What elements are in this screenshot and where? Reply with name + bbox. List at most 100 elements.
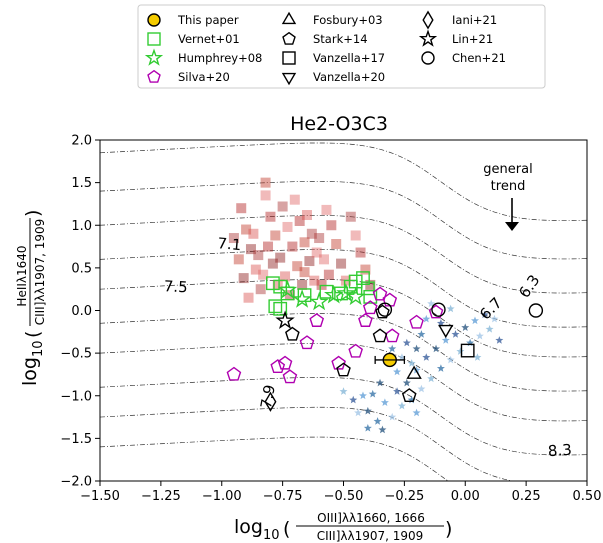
model-grid-point bbox=[480, 310, 489, 319]
model-grid-point bbox=[323, 269, 334, 280]
model-grid-point bbox=[446, 304, 455, 313]
contour-label: 7.5 bbox=[163, 277, 188, 296]
contour-line bbox=[100, 377, 587, 456]
contour-label: 8.3 bbox=[547, 441, 572, 461]
legend-marker bbox=[147, 69, 161, 83]
data-point-silva-20 bbox=[348, 343, 363, 358]
model-grid-point bbox=[250, 264, 261, 275]
data-point-humphrey-08 bbox=[336, 283, 356, 302]
legend-marker bbox=[421, 51, 435, 65]
model-grid-point bbox=[436, 364, 445, 372]
model-grid-point bbox=[260, 190, 271, 201]
model-grid-point bbox=[456, 347, 465, 355]
model-grid-point bbox=[297, 279, 308, 290]
model-grid-point bbox=[402, 338, 411, 347]
model-grid-point bbox=[485, 325, 494, 333]
data-point-vernet-01 bbox=[297, 288, 312, 303]
legend-item: Vernet+01 bbox=[147, 32, 240, 46]
data-markers bbox=[226, 271, 544, 412]
x-label-paren-open: ( bbox=[283, 518, 290, 540]
legend-label: This paper bbox=[177, 13, 239, 27]
model-grid-point bbox=[248, 228, 259, 239]
legend-item: Vanzella+17 bbox=[282, 51, 385, 65]
model-grid-point bbox=[277, 201, 288, 212]
x-axis-label-prefix: log10 bbox=[234, 516, 280, 543]
model-grid-point bbox=[306, 228, 317, 239]
model-grid-point bbox=[326, 220, 337, 231]
contour-line bbox=[100, 249, 587, 328]
model-grid-point bbox=[253, 250, 264, 261]
legend-marker bbox=[282, 31, 296, 45]
data-point-vernet-01 bbox=[268, 299, 283, 314]
contour-line bbox=[100, 436, 449, 481]
x-tick-label: −1.25 bbox=[141, 489, 181, 504]
model-grid-point bbox=[422, 314, 431, 323]
data-point-silva-20 bbox=[384, 328, 400, 343]
data-point-silva-20 bbox=[362, 300, 378, 315]
trend-arrow-head bbox=[505, 222, 519, 231]
model-grid-point bbox=[263, 241, 274, 252]
model-grid-point bbox=[427, 374, 436, 383]
legend-item: Humphrey+08 bbox=[144, 48, 262, 66]
model-grid-point bbox=[350, 230, 361, 241]
model-grid-point bbox=[388, 344, 397, 353]
data-point-stark-14 bbox=[372, 328, 388, 343]
legend-marker bbox=[147, 32, 161, 46]
model-grid-point bbox=[301, 210, 312, 221]
model-grid-point bbox=[412, 344, 421, 353]
model-grid-point bbox=[243, 292, 254, 303]
data-point-silva-20 bbox=[277, 355, 293, 370]
model-grid-point bbox=[275, 252, 286, 263]
data-point-silva-20 bbox=[282, 369, 298, 384]
model-grid-red bbox=[228, 177, 376, 303]
legend-item: Stark+14 bbox=[282, 31, 368, 46]
y-tick-label: 1.0 bbox=[71, 219, 92, 234]
model-grid-point bbox=[360, 264, 371, 275]
data-point-silva-20 bbox=[299, 335, 315, 350]
model-grid-point bbox=[363, 406, 372, 415]
y-tick-label: −2.0 bbox=[60, 475, 92, 490]
legend-label: Iani+21 bbox=[452, 13, 497, 27]
data-point-silva-20 bbox=[226, 366, 242, 381]
x-label-denominator: CIII]λλ1907, 1909 bbox=[317, 529, 424, 543]
model-grid-point bbox=[388, 412, 397, 421]
model-grid-point bbox=[490, 314, 499, 323]
model-grid-point bbox=[471, 316, 479, 325]
model-grid-point bbox=[354, 408, 363, 417]
legend-marker bbox=[281, 11, 297, 25]
data-point-vernet-01 bbox=[363, 289, 378, 304]
model-grid-point bbox=[272, 279, 283, 290]
model-grid-point bbox=[270, 230, 281, 241]
data-point-humphrey-08 bbox=[309, 291, 329, 311]
legend-marker bbox=[418, 29, 438, 47]
model-grid-point bbox=[495, 336, 504, 344]
x-tick-label: −0.25 bbox=[384, 489, 424, 504]
model-grid-point bbox=[339, 387, 348, 395]
model-grid-point bbox=[407, 395, 416, 404]
y-label-denominator: CIII]λλ1907, 1909 bbox=[33, 219, 47, 326]
model-grid-point bbox=[368, 389, 377, 398]
x-axis-label: log10 ( OIII]λλ1660, 1666 CIII]λλ1907, 1… bbox=[234, 511, 452, 543]
contour-line bbox=[100, 215, 587, 294]
data-point-vernet-01 bbox=[360, 281, 375, 296]
legend-frame bbox=[137, 4, 546, 89]
x-tick-label: −1.50 bbox=[80, 489, 120, 504]
contour-lines bbox=[100, 142, 587, 481]
legend-label: Lin+21 bbox=[452, 32, 493, 46]
model-grid-point bbox=[349, 395, 358, 404]
model-grid-point bbox=[260, 177, 271, 188]
model-grid-point bbox=[355, 247, 366, 258]
model-grid-point bbox=[397, 353, 406, 361]
model-grid-point bbox=[373, 417, 382, 425]
y-label-paren-open: ( bbox=[22, 331, 44, 338]
contour-line bbox=[100, 406, 515, 481]
legend-item: Silva+20 bbox=[147, 69, 230, 84]
legend-item: Fosbury+03 bbox=[281, 11, 383, 27]
model-grid-point bbox=[228, 233, 239, 244]
data-point-stark-14 bbox=[336, 362, 351, 377]
y-tick-label: 2.0 bbox=[71, 134, 92, 149]
model-grid-point bbox=[422, 353, 431, 361]
legend-marker bbox=[147, 13, 161, 27]
model-grid-point bbox=[358, 391, 367, 400]
